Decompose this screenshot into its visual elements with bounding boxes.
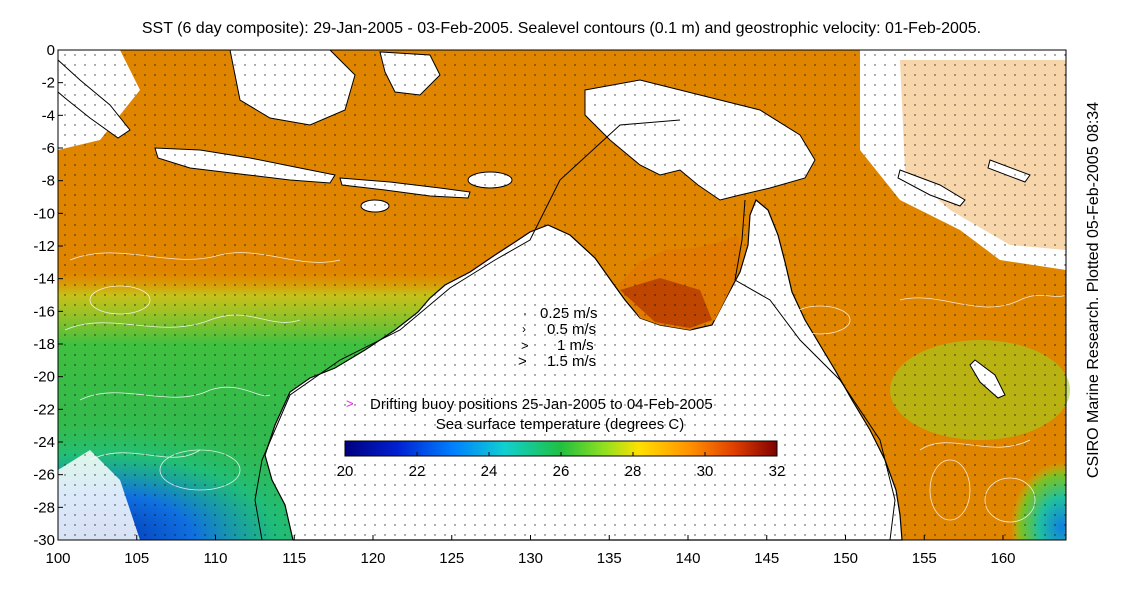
y-tick-label: -4 (42, 107, 55, 124)
y-tick-label: -10 (33, 205, 55, 222)
velocity-legend-item: 0.5 m/s (547, 321, 596, 338)
x-tick-label: 150 (833, 550, 858, 567)
y-tick-label: -30 (33, 532, 55, 549)
colorbar-tick-label: 32 (769, 463, 786, 480)
x-tick-label: 115 (282, 550, 306, 567)
x-tick-label: 125 (439, 550, 464, 567)
y-tick-label: -14 (33, 271, 55, 288)
x-tick-label: 135 (597, 550, 622, 567)
velocity-legend-arrow-icon: › (522, 322, 526, 336)
y-tick-label: -6 (42, 140, 55, 157)
x-tick-label: 100 (45, 550, 70, 567)
y-tick-label: -12 (33, 238, 55, 255)
y-axis: 0 -2 -4 -6 -8 -10 -12 -14 -16 -18 -20 -22 -24 -26 -28 -… (33, 42, 63, 549)
y-tick-label: 0 (47, 42, 55, 59)
colorbar-label: Sea surface temperature (degrees C) (436, 416, 684, 433)
colorbar-tick-label: 24 (481, 463, 498, 480)
y-tick-label: -8 (42, 173, 55, 190)
colorbar-tick-label: 26 (553, 463, 570, 480)
x-tick-label: 140 (675, 550, 700, 567)
colorbar-ticks: 20 22 24 26 28 30 32 (337, 452, 786, 480)
velocity-legend-item: 1.5 m/s (547, 353, 596, 370)
colorbar-tick-label: 20 (337, 463, 354, 480)
colorbar-tick-label: 28 (625, 463, 642, 480)
chart-title: SST (6 day composite): 29-Jan-2005 - 03-… (141, 20, 982, 37)
velocity-legend-arrow-icon: > (521, 338, 529, 353)
velocity-legend: · 0.25 m/s › 0.5 m/s > 1 m/s > 1.5 m/s (518, 305, 598, 370)
y-tick-label: -24 (33, 434, 55, 451)
x-tick-label: 130 (518, 550, 543, 567)
y-tick-label: -28 (33, 499, 55, 516)
y-tick-label: -26 (33, 467, 55, 484)
y-tick-label: -18 (33, 336, 55, 353)
x-tick-label: 145 (754, 550, 779, 567)
x-tick-label: 120 (360, 550, 385, 567)
x-tick-label: 110 (204, 550, 228, 567)
velocity-legend-item: 1 m/s (557, 337, 594, 354)
velocity-legend-arrow-icon: · (523, 306, 527, 320)
velocity-legend-item: 0.25 m/s (540, 305, 598, 322)
y-tick-label: -22 (33, 401, 55, 418)
x-tick-label: 105 (124, 550, 149, 567)
buoy-legend-label: Drifting buoy positions 25-Jan-2005 to 0… (370, 396, 713, 413)
y-tick-label: -2 (42, 75, 55, 92)
buoy-marker-icon: > (346, 396, 354, 411)
x-tick-label: 160 (990, 550, 1015, 567)
x-axis: 100 105 110 115 120 125 130 135 140 145 150 155 160 (45, 535, 1016, 567)
velocity-legend-arrow-icon: > (518, 353, 527, 370)
colorbar-tick-label: 22 (409, 463, 426, 480)
y-tick-label: -16 (33, 303, 55, 320)
y-tick-label: -20 (33, 369, 55, 386)
colorbar-tick-label: 30 (697, 463, 714, 480)
x-tick-label: 155 (912, 550, 937, 567)
